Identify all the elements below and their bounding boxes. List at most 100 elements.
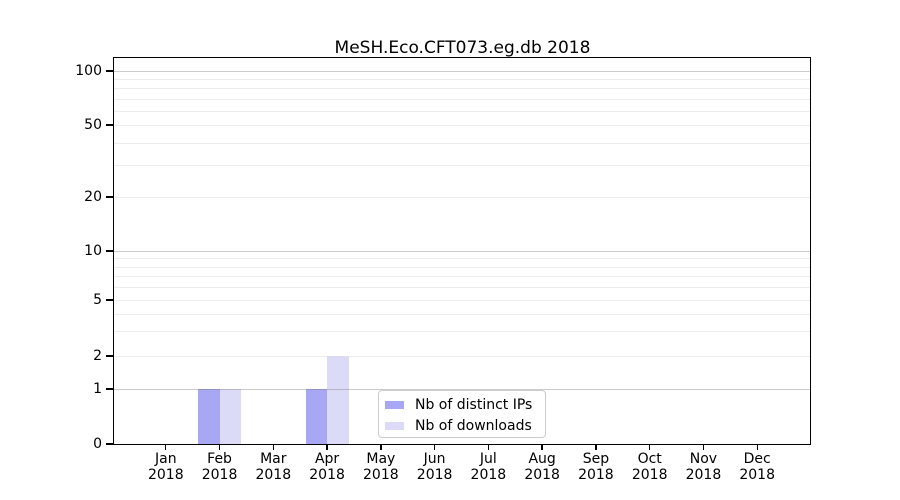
legend-label: Nb of distinct IPs: [415, 396, 533, 413]
y-gridline-minor: [114, 287, 811, 289]
x-tick-month: Sep: [582, 451, 610, 467]
x-tick-month: Jun: [423, 451, 446, 467]
y-gridline-minor: [114, 313, 811, 315]
x-tick-label: Jul 2018: [453, 451, 523, 483]
x-tick-month: May: [366, 451, 396, 467]
y-gridline-minor: [114, 331, 811, 333]
y-gridline-decade: [114, 251, 811, 252]
x-tick-month: Dec: [743, 451, 771, 467]
x-tick-mark: [487, 444, 490, 450]
y-tick-mark: [106, 388, 114, 390]
y-tick-mark: [106, 443, 114, 445]
x-tick-month: Aug: [528, 451, 556, 467]
y-gridline-minor: [114, 88, 811, 90]
x-tick-year: 2018: [309, 467, 345, 483]
x-tick-label: Aug 2018: [507, 451, 577, 483]
y-gridline-minor: [114, 98, 811, 100]
x-tick-mark: [326, 444, 328, 450]
y-tick-label: 1: [93, 381, 102, 397]
y-gridline-minor: [114, 266, 811, 268]
x-tick-month: Jan: [155, 451, 177, 467]
x-tick-year: 2018: [685, 467, 722, 483]
x-tick-label: Jun 2018: [400, 451, 470, 483]
legend-swatch-downloads: [385, 421, 404, 430]
x-tick-month: Feb: [207, 451, 232, 467]
y-gridline-decade: [114, 389, 811, 390]
x-tick-month: Apr: [314, 451, 340, 467]
x-tick-year: 2018: [201, 467, 238, 483]
y-tick-mark: [106, 355, 114, 357]
y-gridline-minor: [114, 300, 811, 301]
y-tick-label: 0: [93, 436, 102, 452]
y-gridline-minor: [114, 142, 811, 144]
x-tick-mark: [272, 444, 275, 450]
y-tick-label: 2: [93, 348, 102, 364]
legend-row: Nb of downloads: [385, 415, 539, 436]
x-tick-year: 2018: [578, 467, 614, 483]
bar-downloads: [327, 356, 349, 444]
x-tick-year: 2018: [524, 467, 560, 483]
x-tick-label: Nov 2018: [668, 451, 738, 483]
x-tick-year: 2018: [739, 467, 775, 483]
x-tick-month: Jul: [479, 451, 497, 467]
y-gridline-minor: [114, 79, 811, 81]
x-tick-mark: [702, 444, 705, 450]
y-tick-label: 100: [75, 63, 102, 79]
x-tick-mark: [433, 444, 436, 450]
y-tick-label: 50: [84, 117, 102, 133]
x-tick-label: Apr 2018: [292, 451, 362, 483]
x-tick-mark: [595, 444, 597, 450]
x-tick-month: Nov: [689, 451, 718, 467]
x-tick-label: Sep 2018: [561, 451, 631, 483]
bar-distinct-ips: [198, 389, 220, 444]
x-tick-year: 2018: [470, 467, 507, 483]
chart-title: MeSH.Eco.CFT073.eg.db 2018: [334, 38, 591, 58]
legend: Nb of distinct IPs Nb of downloads: [378, 390, 546, 438]
x-tick-year: 2018: [363, 467, 399, 483]
y-tick-label: 10: [84, 243, 102, 259]
y-gridline-minor: [114, 276, 811, 278]
x-tick-year: 2018: [416, 467, 453, 483]
legend-row: Nb of distinct IPs: [385, 394, 539, 415]
y-gridline-minor: [114, 165, 811, 167]
x-tick-year: 2018: [631, 467, 668, 483]
bar-distinct-ips: [305, 389, 328, 444]
x-tick-label: Feb 2018: [185, 451, 255, 483]
y-gridline-decade: [114, 71, 811, 72]
x-tick-month: Mar: [260, 451, 287, 467]
x-tick-year: 2018: [255, 467, 292, 483]
x-tick-mark: [541, 444, 543, 450]
y-tick-mark: [106, 70, 114, 72]
y-tick-mark: [106, 299, 114, 301]
y-tick-mark: [106, 250, 114, 252]
bar-downloads: [219, 389, 242, 444]
x-tick-year: 2018: [147, 467, 184, 483]
y-tick-mark: [106, 124, 114, 126]
y-tick-label: 5: [93, 292, 102, 308]
legend-label: Nb of downloads: [415, 417, 532, 434]
x-tick-label: Mar 2018: [238, 451, 308, 483]
y-gridline-minor: [114, 356, 811, 357]
y-tick-mark: [106, 196, 114, 198]
x-tick-mark: [648, 444, 651, 450]
x-tick-mark: [218, 444, 221, 450]
y-gridline-minor: [114, 197, 811, 198]
x-tick-label: May 2018: [346, 451, 416, 483]
x-tick-mark: [165, 444, 167, 450]
y-gridline-minor: [114, 258, 811, 260]
y-tick-label: 20: [84, 189, 102, 205]
x-tick-label: Dec 2018: [722, 451, 792, 483]
legend-swatch-distinct-ips: [385, 400, 404, 409]
y-gridline-minor: [114, 110, 811, 112]
x-tick-month: Oct: [637, 451, 662, 467]
x-tick-label: Oct 2018: [615, 451, 685, 483]
x-tick-mark: [756, 444, 758, 450]
x-tick-mark: [380, 444, 382, 450]
x-tick-label: Jan 2018: [131, 451, 201, 483]
